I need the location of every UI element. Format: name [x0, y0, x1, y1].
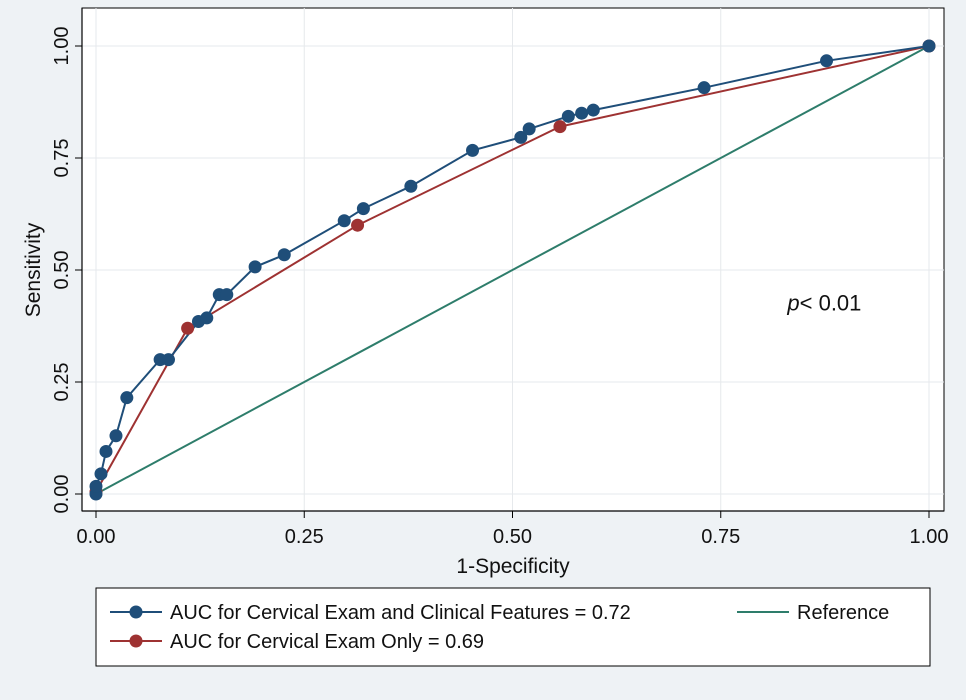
x-tick-label: 0.25 [285, 526, 324, 548]
data-point [161, 353, 175, 367]
legend: AUC for Cervical Exam and Clinical Featu… [95, 587, 931, 667]
legend-swatch-marker [129, 634, 143, 648]
data-point [337, 214, 351, 228]
data-point [514, 130, 528, 144]
data-point [109, 429, 123, 443]
legend-label: AUC for Cervical Exam and Clinical Featu… [170, 602, 631, 624]
data-point [248, 260, 262, 274]
x-tick-label: 0.75 [701, 526, 740, 548]
y-tick-label: 0.00 [51, 475, 73, 514]
data-point [94, 467, 108, 481]
series-line [95, 45, 930, 495]
data-point [404, 179, 418, 193]
data-point [89, 479, 103, 493]
data-point [181, 321, 195, 335]
y-tick-label: 0.25 [51, 363, 73, 402]
legend-label: Reference [797, 602, 889, 624]
data-point [120, 391, 134, 405]
data-point [922, 39, 936, 53]
data-point [466, 143, 480, 157]
data-point [351, 218, 365, 232]
data-point [586, 103, 600, 117]
data-point [522, 122, 536, 136]
x-tick-label: 0.50 [493, 526, 532, 548]
data-point [697, 81, 711, 95]
data-point [820, 54, 834, 68]
y-tick-label: 0.50 [51, 251, 73, 290]
data-point [200, 311, 214, 325]
data-point [220, 288, 234, 302]
data-point [277, 248, 291, 262]
legend-label: AUC for Cervical Exam Only = 0.69 [170, 631, 484, 653]
data-point [553, 120, 567, 134]
series-markers [89, 39, 936, 501]
x-ticks: 0.00 0.25 0.50 0.75 1.00 [77, 511, 949, 548]
legend-swatch-marker [129, 605, 143, 619]
x-tick-label: 1.00 [910, 526, 949, 548]
x-tick-label: 0.00 [77, 526, 116, 548]
y-axis-label: Sensitivity [22, 222, 45, 317]
p-value-text: < 0.01 [800, 290, 862, 315]
data-point [356, 202, 370, 216]
x-axis-label: 1-Specificity [456, 555, 570, 578]
data-point [99, 444, 113, 458]
y-tick-label: 0.75 [51, 139, 73, 178]
y-ticks: 0.00 0.25 0.50 0.75 1.00 [51, 27, 82, 514]
y-tick-label: 1.00 [51, 27, 73, 66]
legend-box [95, 587, 931, 667]
p-value-annotation: p< 0.01 [786, 290, 861, 315]
data-point [575, 106, 589, 120]
data-point [561, 109, 575, 123]
grid [82, 8, 944, 511]
p-value-symbol: p [786, 290, 799, 315]
